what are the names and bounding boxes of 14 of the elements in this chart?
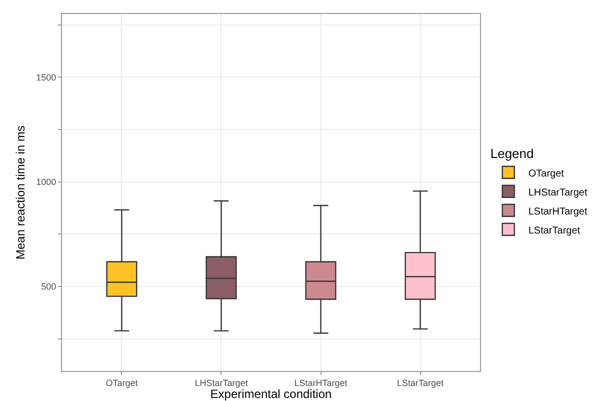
legend-label: LStarHTarget (528, 206, 588, 218)
y-tick-label: 1500 (36, 72, 56, 82)
y-axis-title: Mean reaction time in ms (13, 125, 28, 260)
legend-label: LStarTarget (528, 225, 580, 236)
legend-label: OTarget (528, 168, 564, 180)
x-tick-label: LStarHTarget (294, 378, 348, 388)
x-tick-label: LStarTarget (397, 378, 444, 388)
x-axis-title: Experimental condition (210, 387, 332, 401)
y-tick-label: 500 (41, 282, 56, 292)
y-tick-label: 1000 (36, 176, 56, 187)
x-tick-label: OTarget (106, 378, 138, 388)
x-tick-label: LHStarTarget (194, 378, 248, 388)
legend-label: LHStarTarget (528, 187, 588, 198)
legend-title: Legend (490, 146, 534, 161)
